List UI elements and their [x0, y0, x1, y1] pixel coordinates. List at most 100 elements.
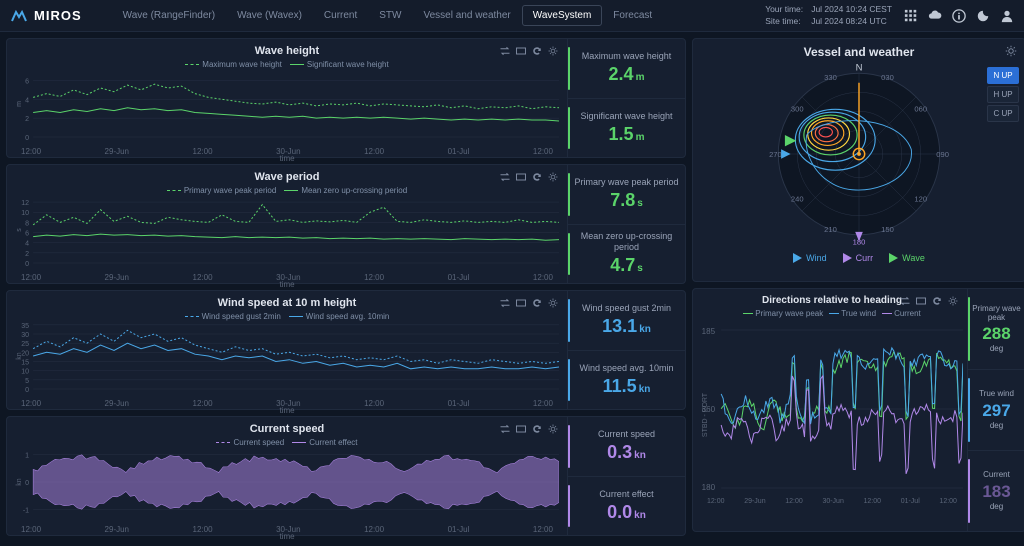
svg-text:STBD - PORT: STBD - PORT — [702, 392, 709, 437]
extent-icon[interactable] — [515, 297, 527, 309]
tab-rangefinder[interactable]: Wave (RangeFinder) — [112, 5, 226, 26]
dir-stat-value: 183 — [982, 482, 1010, 502]
x-tick: 29-Jun — [105, 147, 129, 156]
swap-icon[interactable] — [499, 297, 511, 309]
wind_speed-panel: Wind speed at 10 m height Wind speed gust… — [6, 290, 686, 410]
svg-text:25: 25 — [21, 341, 29, 348]
x-tick: 12:00 — [533, 525, 553, 534]
dir-stat-label: Current — [983, 471, 1010, 480]
x-tick: 29-Jun — [105, 525, 129, 534]
stat-label: Wind speed gust 2min — [582, 303, 671, 314]
x-tick: 01-Jul — [448, 147, 470, 156]
svg-text:210: 210 — [824, 225, 837, 234]
stat-card: Maximum wave height2.4m — [568, 39, 685, 98]
refresh-icon[interactable] — [931, 295, 943, 307]
swap-icon[interactable] — [899, 295, 911, 307]
legend-item: Significant wave height — [290, 60, 389, 69]
x-tick: 01-Jul — [901, 498, 920, 505]
tab-current[interactable]: Current — [313, 5, 368, 26]
extent-icon[interactable] — [515, 171, 527, 183]
wind_speed-chart: 05101520253035kn — [15, 323, 559, 399]
stat-value: 11.5kn — [603, 376, 651, 397]
svg-text:4: 4 — [25, 241, 29, 248]
svg-text:090: 090 — [936, 150, 949, 159]
tab-forecast[interactable]: Forecast — [602, 5, 663, 26]
svg-text:180: 180 — [702, 483, 716, 492]
orient-hup[interactable]: H UP — [987, 86, 1019, 103]
tab-stw[interactable]: STW — [368, 5, 412, 26]
logo: MIROS — [10, 8, 82, 23]
info-icon[interactable] — [952, 9, 966, 23]
wave_height-panel: Wave heightMaximum wave heightSignifican… — [6, 38, 686, 158]
refresh-icon[interactable] — [531, 423, 543, 435]
cloud-icon[interactable] — [928, 9, 942, 23]
gear-icon[interactable] — [1005, 45, 1017, 57]
svg-text:1: 1 — [25, 453, 29, 460]
stat-value: 2.4m — [609, 64, 645, 85]
gear-icon[interactable] — [547, 423, 559, 435]
vw-legend-curr: Curr — [843, 253, 874, 263]
gear-icon[interactable] — [547, 45, 559, 57]
x-tick: 12:00 — [707, 498, 725, 505]
extent-icon[interactable] — [515, 423, 527, 435]
refresh-icon[interactable] — [531, 171, 543, 183]
site-time-value: Jul 2024 08:24 UTC — [811, 16, 887, 27]
svg-text:10: 10 — [21, 369, 29, 376]
legend-item: Primary wave peak period — [167, 186, 276, 195]
wave_period-panel: Wave periodPrimary wave peak periodMean … — [6, 164, 686, 284]
your-time-label: Your time: — [765, 4, 805, 15]
svg-text:kn: kn — [16, 478, 23, 485]
orient-nup[interactable]: N UP — [987, 67, 1019, 84]
stat-value: 0.3kn — [607, 442, 646, 463]
current_speed-chart: -101kn — [15, 449, 559, 525]
legend-item: Current speed — [216, 438, 284, 447]
svg-text:240: 240 — [791, 195, 804, 204]
gear-icon[interactable] — [547, 171, 559, 183]
vessel-weather-title: Vessel and weather — [699, 45, 1019, 59]
x-tick: 12:00 — [364, 273, 384, 282]
extent-icon[interactable] — [515, 45, 527, 57]
x-tick: 29-Jun — [105, 399, 129, 408]
wave_period-chart: 024681012s — [15, 197, 559, 273]
stat-card: Mean zero up-crossing period4.7s — [568, 224, 685, 284]
dir-stat: Primary wave peak288deg — [968, 289, 1024, 369]
x-tick: 12:00 — [21, 399, 41, 408]
extent-icon[interactable] — [915, 295, 927, 307]
dir-stat-unit: deg — [990, 421, 1003, 430]
moon-icon[interactable] — [976, 9, 990, 23]
x-tick: 01-Jul — [448, 273, 470, 282]
svg-text:s: s — [16, 228, 23, 232]
svg-text:kn: kn — [16, 352, 23, 359]
svg-text:4: 4 — [25, 97, 29, 104]
swap-icon[interactable] — [499, 45, 511, 57]
refresh-icon[interactable] — [531, 297, 543, 309]
dir-stat: Current183deg — [968, 450, 1024, 531]
stat-card: Primary wave peak period7.8s — [568, 165, 685, 224]
refresh-icon[interactable] — [531, 45, 543, 57]
dir-stat-label: Primary wave peak — [970, 305, 1023, 323]
tab-wavesystem[interactable]: WaveSystem — [522, 5, 603, 26]
user-icon[interactable] — [1000, 9, 1014, 23]
swap-icon[interactable] — [499, 171, 511, 183]
legend-item: Wind speed gust 2min — [185, 312, 281, 321]
wind_speed-title: Wind speed at 10 m height — [15, 297, 559, 309]
tab-vessel-weather[interactable]: Vessel and weather — [412, 5, 521, 26]
x-tick: 12:00 — [864, 498, 882, 505]
legend-item: Mean zero up-crossing period — [284, 186, 407, 195]
svg-text:185: 185 — [702, 327, 716, 336]
svg-text:2: 2 — [25, 251, 29, 258]
x-tick: 12:00 — [193, 525, 213, 534]
orient-cup[interactable]: C UP — [987, 105, 1019, 122]
gear-icon[interactable] — [947, 295, 959, 307]
stat-card: Wind speed avg. 10min 11.5kn — [568, 350, 685, 410]
swap-icon[interactable] — [499, 423, 511, 435]
x-tick: 12:00 — [533, 273, 553, 282]
topbar: MIROS Wave (RangeFinder)Wave (Wavex)Curr… — [0, 0, 1024, 32]
apps-icon[interactable] — [904, 9, 918, 23]
stat-label: Wind speed avg. 10min — [579, 363, 673, 374]
gear-icon[interactable] — [547, 297, 559, 309]
stat-card: Current effect0.0kn — [568, 476, 685, 536]
tab-wavex[interactable]: Wave (Wavex) — [226, 5, 313, 26]
stat-value: 4.7s — [610, 255, 643, 276]
x-tick: 12:00 — [785, 498, 803, 505]
